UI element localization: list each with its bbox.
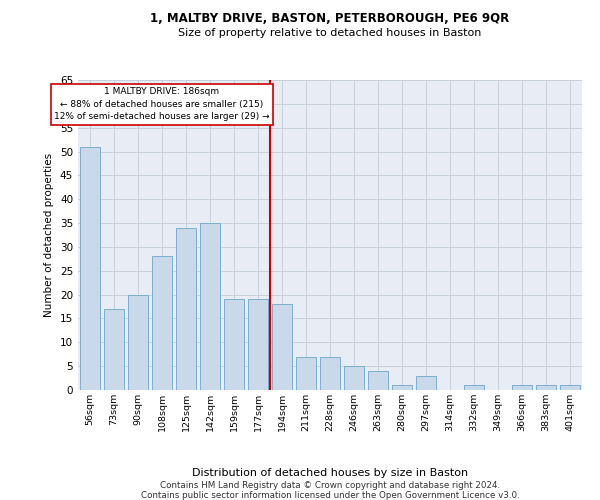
Text: Contains public sector information licensed under the Open Government Licence v3: Contains public sector information licen…: [140, 491, 520, 500]
Bar: [224, 300, 244, 390]
Bar: [320, 356, 340, 390]
Bar: [512, 385, 532, 390]
Bar: [80, 147, 100, 390]
Bar: [464, 385, 484, 390]
Bar: [560, 385, 580, 390]
Text: 1 MALTBY DRIVE: 186sqm
← 88% of detached houses are smaller (215)
12% of semi-de: 1 MALTBY DRIVE: 186sqm ← 88% of detached…: [54, 87, 270, 121]
Bar: [200, 223, 220, 390]
Text: 1, MALTBY DRIVE, BASTON, PETERBOROUGH, PE6 9QR: 1, MALTBY DRIVE, BASTON, PETERBOROUGH, P…: [151, 12, 509, 26]
Text: Size of property relative to detached houses in Baston: Size of property relative to detached ho…: [178, 28, 482, 38]
Bar: [152, 256, 172, 390]
Bar: [128, 294, 148, 390]
Bar: [296, 356, 316, 390]
Bar: [176, 228, 196, 390]
Bar: [344, 366, 364, 390]
Bar: [104, 309, 124, 390]
Bar: [272, 304, 292, 390]
Bar: [248, 300, 268, 390]
Y-axis label: Number of detached properties: Number of detached properties: [44, 153, 55, 317]
Bar: [368, 371, 388, 390]
Bar: [536, 385, 556, 390]
Bar: [392, 385, 412, 390]
Text: Distribution of detached houses by size in Baston: Distribution of detached houses by size …: [192, 468, 468, 477]
Text: Contains HM Land Registry data © Crown copyright and database right 2024.: Contains HM Land Registry data © Crown c…: [160, 481, 500, 490]
Bar: [416, 376, 436, 390]
